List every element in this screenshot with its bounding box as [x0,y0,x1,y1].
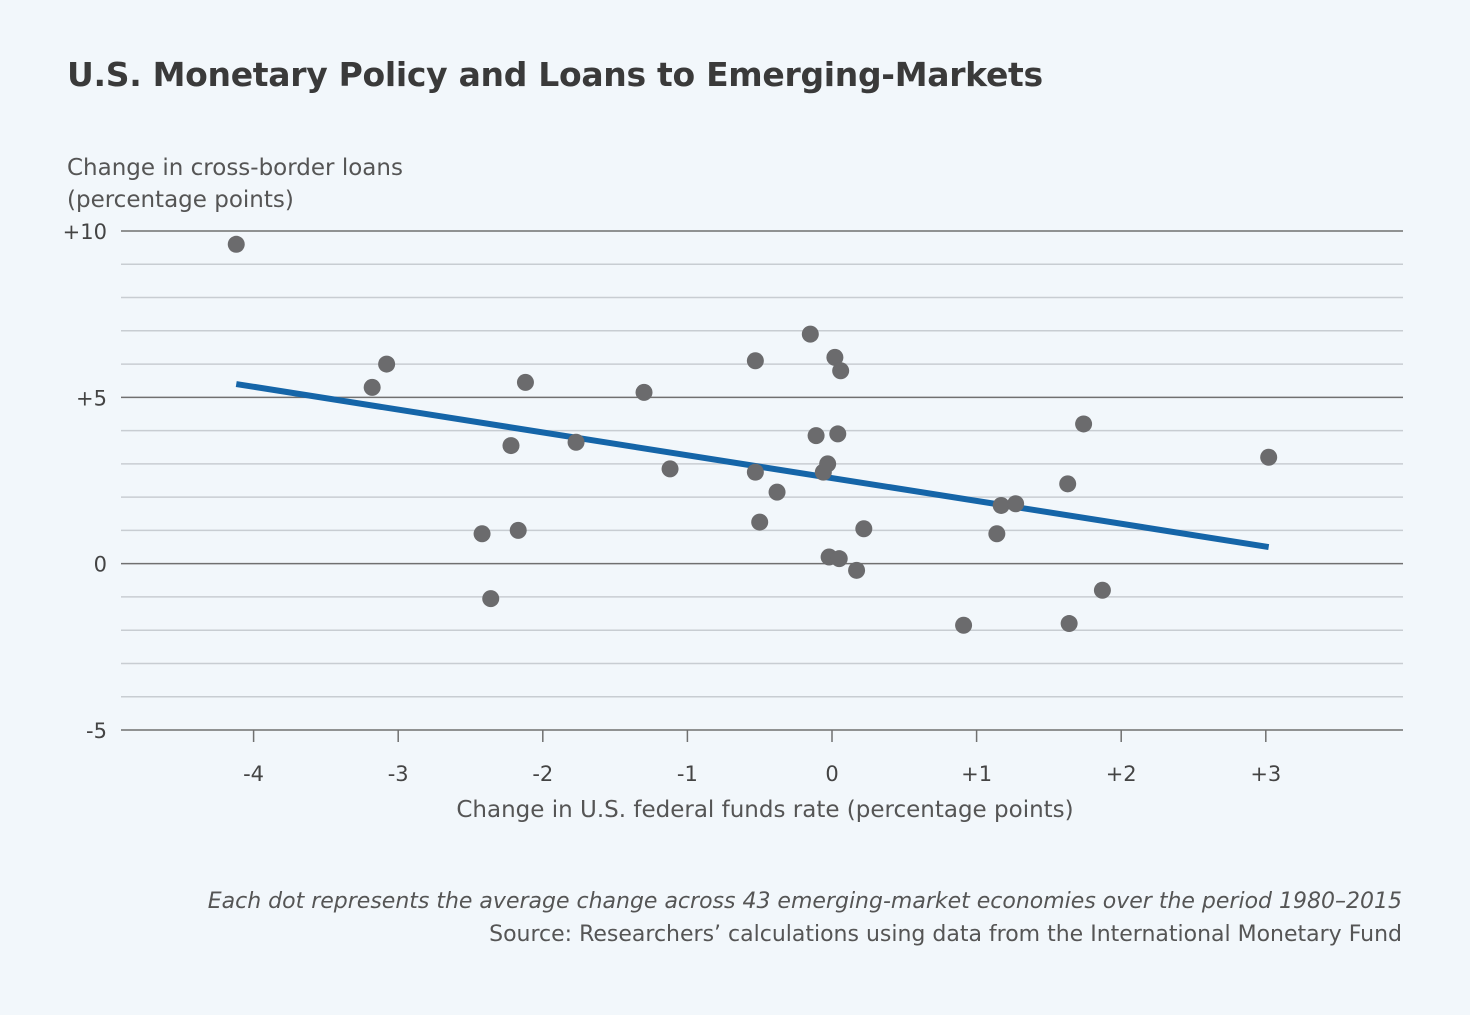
x-tick-label: 0 [825,762,838,786]
chart-source: Source: Researchers’ calculations using … [489,922,1402,947]
data-point [807,427,825,445]
data-point [746,352,764,370]
data-point [482,590,500,608]
y-axis-label-line-2: (percentage points) [67,187,294,213]
data-point [473,525,491,543]
y-axis-label: Change in cross-border loans (percentage… [67,152,403,216]
y-tick-label: 0 [94,553,107,577]
data-point [826,348,844,366]
y-tick-label: -5 [86,719,107,743]
chart-title: U.S. Monetary Policy and Loans to Emergi… [67,55,1043,94]
y-tick-label: +10 [63,220,107,244]
data-point [801,325,819,343]
data-point [502,437,520,455]
data-point [830,550,848,568]
data-point [1007,495,1025,513]
data-point [988,525,1006,543]
data-point [509,521,527,539]
data-point [1059,475,1077,493]
x-tick-label: -3 [388,762,409,786]
x-tick-label: +1 [961,762,992,786]
data-point [1093,581,1111,599]
x-axis-label: Change in U.S. federal funds rate (perce… [456,797,1074,823]
data-point [661,460,679,478]
data-point [516,373,534,391]
data-point [227,235,245,253]
data-point [855,520,873,538]
data-point [1060,615,1078,633]
x-tick-label: -1 [677,762,698,786]
y-tick-label: +5 [76,386,107,410]
x-tick-label: +3 [1250,762,1281,786]
data-point [992,496,1010,514]
data-point [832,362,850,380]
x-axis-ticks: -4 -3 -2 -1 0 +1 +2 +3 [243,730,1281,786]
y-axis-label-line-1: Change in cross-border loans [67,155,403,181]
data-point [829,425,847,443]
data-point [1075,415,1093,433]
data-point [746,463,764,481]
gridlines [121,230,1403,731]
x-tick-label: -4 [243,762,264,786]
data-point [819,455,837,473]
chart-notes: Each dot represents the average change a… [208,885,1402,951]
data-point [848,561,866,579]
chart-footnote: Each dot represents the average change a… [207,889,1402,914]
data-point [751,513,769,531]
y-axis-ticks: +10 +5 0 -5 [63,220,107,743]
data-point [1260,448,1278,466]
x-tick-label: -2 [532,762,553,786]
data-points [227,235,1278,634]
x-tick-label: +2 [1106,762,1137,786]
data-point [378,355,396,373]
data-point [567,433,585,451]
data-point [955,616,973,634]
data-point [363,378,381,396]
data-point [635,383,653,401]
data-point [768,483,786,501]
